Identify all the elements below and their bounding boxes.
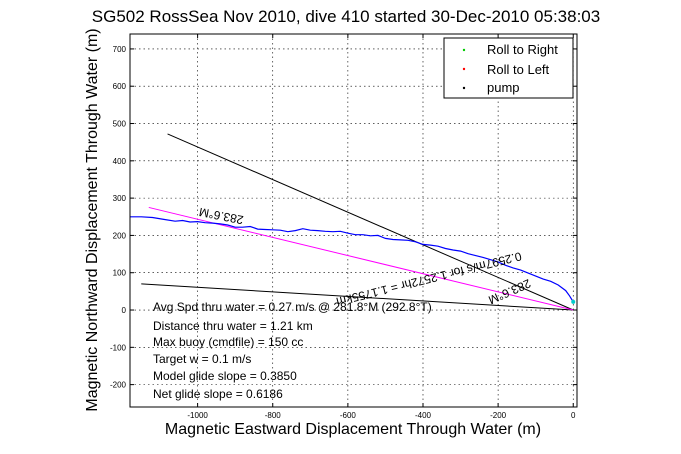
legend-marker-roll-right bbox=[462, 48, 466, 52]
course-line-path bbox=[148, 206, 574, 311]
summary-line: Max buoy (cmdfile) = 150 cc bbox=[153, 335, 303, 349]
y-tick-label: 400 bbox=[113, 157, 127, 166]
y-tick-label: 600 bbox=[113, 82, 127, 91]
x-tick-label: -800 bbox=[265, 411, 282, 420]
x-tick-label: -400 bbox=[415, 411, 432, 420]
legend-label-roll-left: Roll to Left bbox=[487, 62, 550, 77]
y-axis-label: Magnetic Northward Displacement Through … bbox=[84, 28, 101, 411]
legend: Roll to Right Roll to Left pump bbox=[443, 37, 574, 99]
course-line bbox=[148, 206, 574, 311]
grid bbox=[130, 34, 577, 407]
reference-lines bbox=[141, 133, 574, 311]
track-line bbox=[130, 216, 574, 303]
legend-label-roll-right: Roll to Right bbox=[487, 42, 558, 57]
x-tick-label: 0 bbox=[571, 411, 576, 420]
y-tick-label: 500 bbox=[113, 120, 127, 129]
y-tick-label: 200 bbox=[113, 231, 127, 240]
summary-line: Target w = 0.1 m/s bbox=[153, 352, 251, 366]
summary-block: Avg Spd thru water = 0.27 m/s @ 281.8°M … bbox=[153, 300, 432, 401]
y-tick-label: -100 bbox=[110, 343, 127, 352]
y-tick-label: 300 bbox=[113, 194, 127, 203]
x-axis-ticks: -1000 -800 -600 -400 -200 0 bbox=[187, 34, 576, 420]
y-tick-label: 100 bbox=[113, 269, 127, 278]
plot-frame bbox=[129, 33, 578, 408]
reference-line bbox=[141, 283, 574, 311]
x-tick-label: -600 bbox=[340, 411, 357, 420]
y-tick-label: 0 bbox=[122, 306, 127, 315]
x-tick-label: -1000 bbox=[187, 411, 208, 420]
summary-line: Net glide slope = 0.6186 bbox=[153, 387, 283, 401]
y-tick-label: -200 bbox=[110, 381, 127, 390]
legend-box bbox=[443, 37, 574, 99]
legend-marker-roll-left bbox=[462, 67, 466, 71]
summary-line: Avg Spd thru water = 0.27 m/s @ 281.8°M … bbox=[153, 300, 432, 314]
x-tick-label: -200 bbox=[490, 411, 507, 420]
y-axis-ticks: -200 -100 0 100 200 300 400 500 600 700 bbox=[110, 45, 577, 390]
summary-line: Model glide slope = 0.3850 bbox=[153, 369, 297, 383]
reference-line bbox=[167, 133, 574, 311]
track-end-point bbox=[571, 299, 576, 304]
summary-line: Distance thru water = 1.21 km bbox=[153, 319, 313, 333]
y-tick-label: 700 bbox=[113, 45, 127, 54]
legend-marker-pump bbox=[462, 86, 466, 90]
track-series bbox=[130, 216, 576, 304]
legend-label-pump: pump bbox=[487, 80, 520, 95]
x-axis-label: Magnetic Eastward Displacement Through W… bbox=[165, 421, 541, 438]
chart-title: SG502 RossSea Nov 2010, dive 410 started… bbox=[92, 7, 600, 26]
